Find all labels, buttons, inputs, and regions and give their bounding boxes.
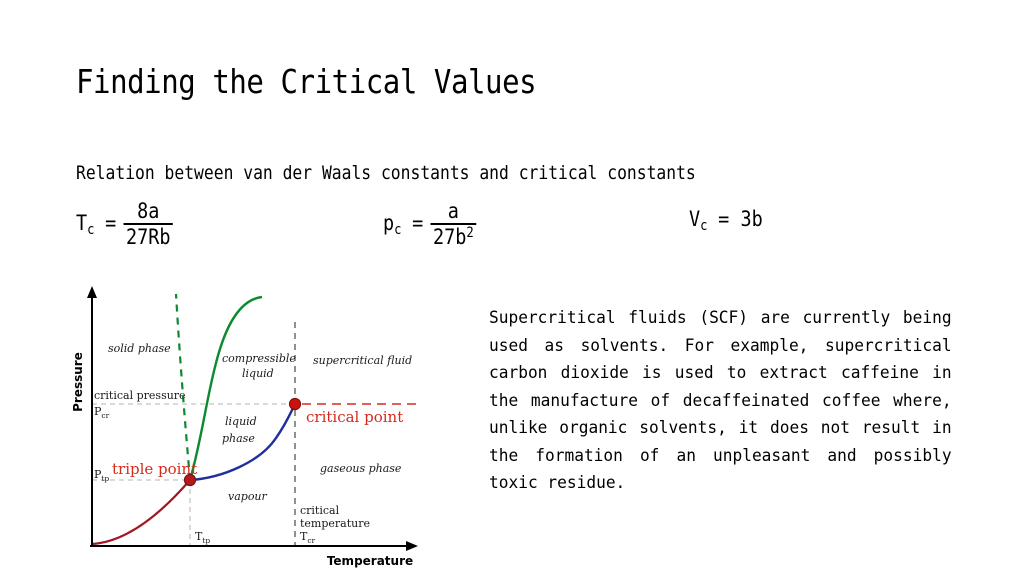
critical-temperature-symbol: Tcr — [300, 530, 316, 545]
fusion-curve — [188, 295, 263, 481]
formula-pc-fraction: a 27b2 — [430, 199, 477, 249]
formula-tc-lhs: Tc = — [76, 210, 117, 238]
solid-phase-label: solid phase — [108, 342, 171, 355]
formula-pc-numerator: a — [447, 199, 459, 223]
compressible-liquid-label: compressible — [222, 352, 296, 365]
y-axis-arrow-icon — [87, 286, 97, 298]
formula-tc-numerator: 8a — [137, 199, 160, 223]
formula-vc-lhs: Vc = 3b — [689, 207, 763, 235]
formula-pc-lhs: pc = — [383, 210, 424, 238]
formula-pc-denominator: 27b2 — [430, 223, 477, 248]
compressible-liquid-label-line2: liquid — [242, 367, 274, 380]
page-title: Finding the Critical Values — [76, 62, 537, 101]
x-axis-arrow-icon — [406, 541, 418, 551]
subtitle-text: Relation between van der Waals constants… — [76, 162, 696, 184]
formula-tc-denominator: 27Rb — [123, 223, 174, 248]
triple-temperature-symbol: Ttp — [195, 530, 210, 545]
sublimation-curve — [91, 479, 191, 546]
y-axis-title: Pressure — [71, 352, 85, 412]
liquid-phase-label-line2: phase — [222, 432, 255, 445]
triple-point-marker — [183, 473, 197, 487]
liquid-phase-label: liquid — [225, 415, 257, 428]
formula-critical-temperature: Tc = 8a 27Rb — [76, 199, 174, 249]
vaporisation-curve — [189, 403, 297, 482]
formula-critical-pressure: pc = a 27b2 — [383, 199, 477, 249]
phase-diagram-figure: Pressure Temperature solid phase compres… — [70, 282, 430, 572]
critical-point-label: critical point — [306, 408, 403, 426]
critical-temperature-label-line2: temperature — [300, 517, 370, 530]
formula-tc-fraction: 8a 27Rb — [123, 199, 174, 249]
critical-temperature-label-line1: critical — [300, 504, 340, 517]
formula-critical-volume: Vc = 3b — [689, 207, 763, 234]
triple-point-label: triple point — [112, 460, 197, 478]
critical-pressure-symbol: Pcr — [94, 405, 110, 420]
gaseous-phase-label: gaseous phase — [320, 462, 402, 475]
triple-pressure-symbol: Ptp — [94, 468, 109, 483]
critical-pressure-label: critical pressure — [94, 389, 186, 402]
supercritical-fluid-label: supercritical fluid — [313, 354, 412, 367]
critical-point-marker — [288, 397, 302, 411]
body-paragraph: Supercritical fluids (SCF) are currently… — [489, 308, 952, 492]
x-axis-title: Temperature — [327, 554, 413, 568]
vapour-label: vapour — [228, 490, 268, 503]
fusion-curve-dashed — [174, 293, 192, 481]
